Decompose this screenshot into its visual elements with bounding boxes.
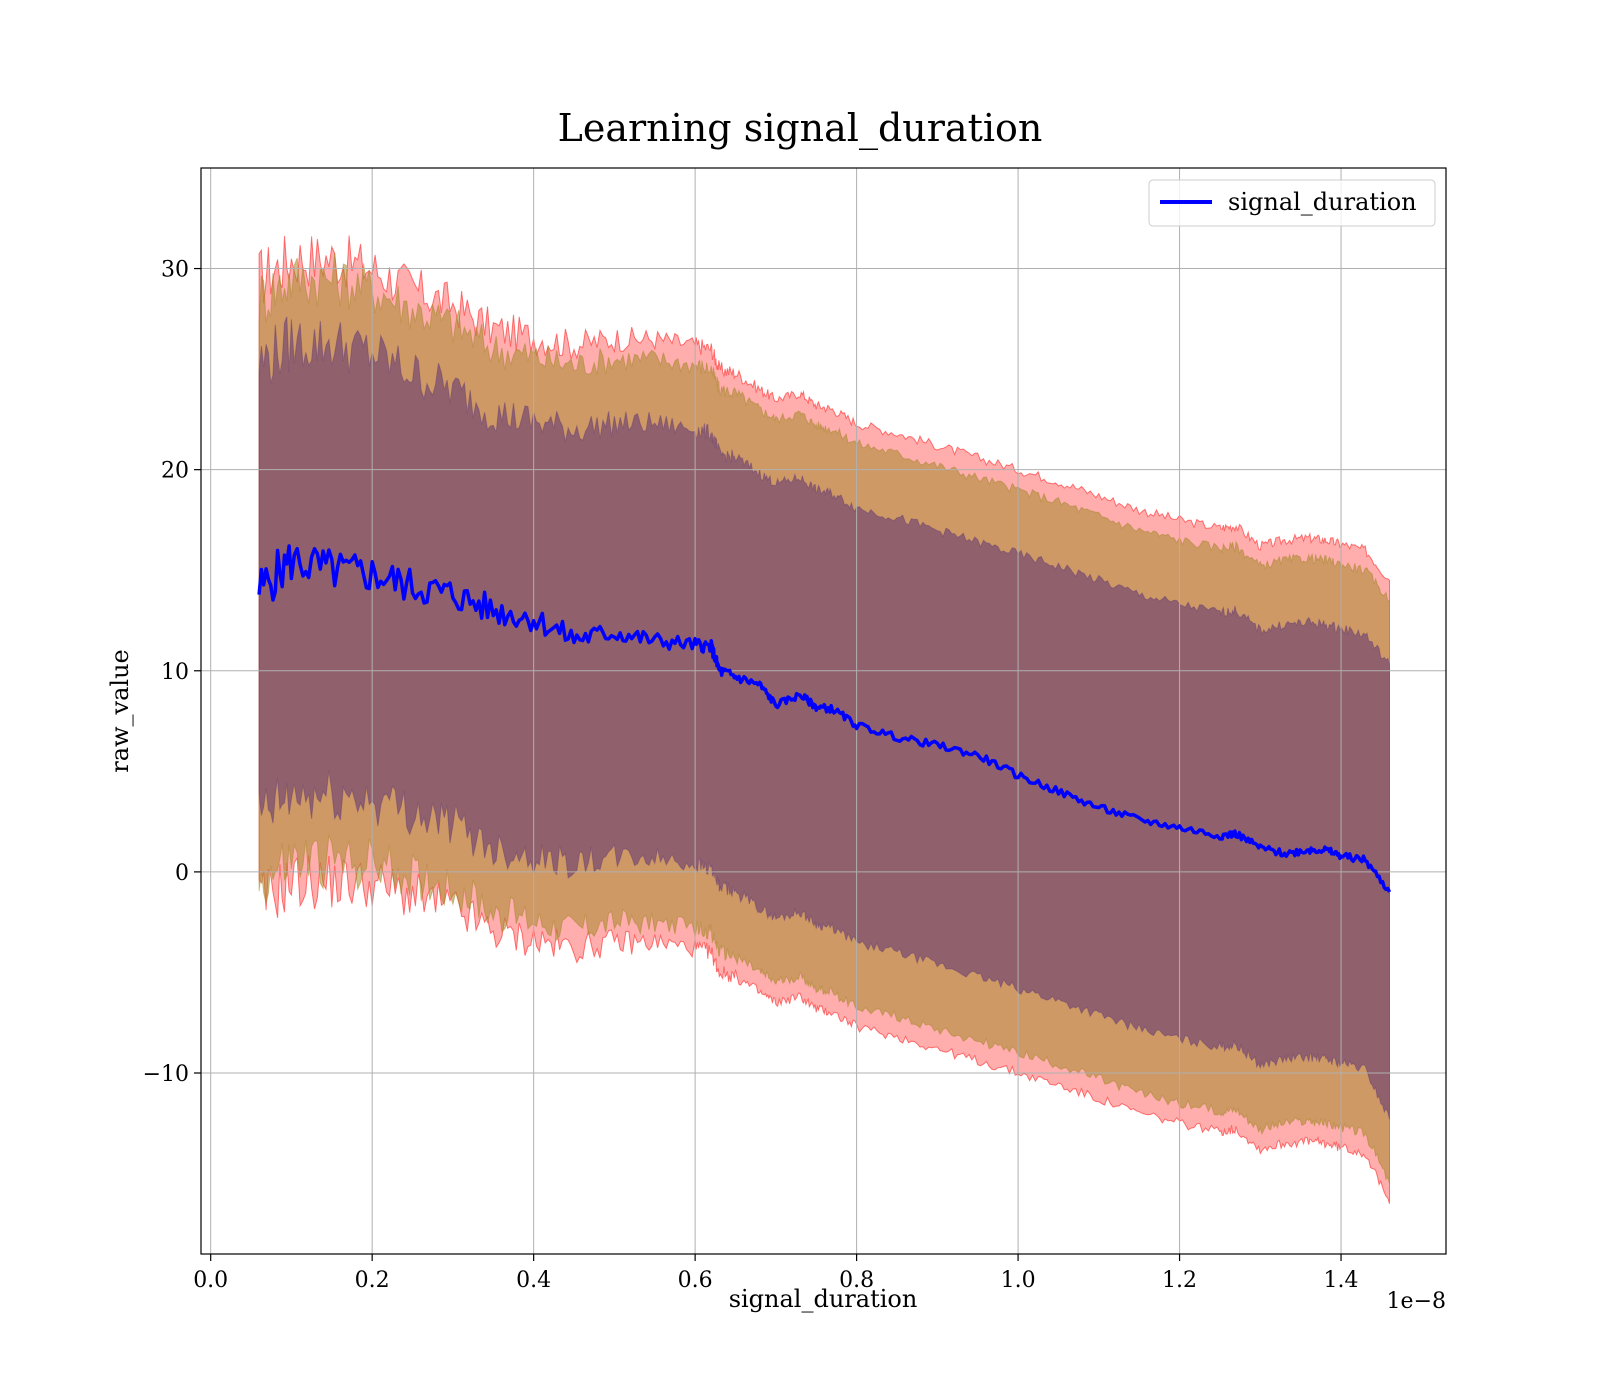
x-tick-label: 0.6 xyxy=(678,1268,713,1293)
mean-line-layer xyxy=(257,544,1392,893)
legend-box xyxy=(1148,179,1436,227)
confidence-bands xyxy=(258,235,1390,1204)
x-tick-label: 0.2 xyxy=(355,1268,390,1293)
y-axis-label: raw_value xyxy=(106,649,134,773)
grid xyxy=(201,168,1446,1254)
legend: signal_duration xyxy=(1148,179,1436,227)
y-axis-ticks: −10 0 10 20 30 xyxy=(143,258,201,1087)
chart-title: Learning signal_duration xyxy=(558,106,1043,151)
x-tick-label: 1.0 xyxy=(1001,1268,1036,1293)
y-tick-label: 20 xyxy=(161,459,189,484)
legend-label: signal_duration xyxy=(1228,188,1417,216)
plot-frame xyxy=(200,167,1447,1255)
y-tick-label: 30 xyxy=(161,258,189,283)
x-axis-offset-label: 1e−8 xyxy=(1387,1289,1446,1314)
y-tick-label: −10 xyxy=(143,1062,189,1087)
y-tick-label: 0 xyxy=(175,861,189,886)
series-line-signal-duration xyxy=(257,544,1392,893)
y-tick-label: 10 xyxy=(161,660,189,685)
x-tick-label: 1.2 xyxy=(1162,1268,1197,1293)
x-tick-label: 0.4 xyxy=(516,1268,551,1293)
x-tick-label: 0.8 xyxy=(839,1268,874,1293)
x-axis-label: signal_duration xyxy=(729,1285,918,1313)
x-tick-label: 0.0 xyxy=(193,1268,228,1293)
x-tick-label: 1.4 xyxy=(1324,1268,1359,1293)
x-axis-ticks: 0.0 0.2 0.4 0.6 0.8 1.0 1.2 1.4 xyxy=(193,1254,1359,1293)
